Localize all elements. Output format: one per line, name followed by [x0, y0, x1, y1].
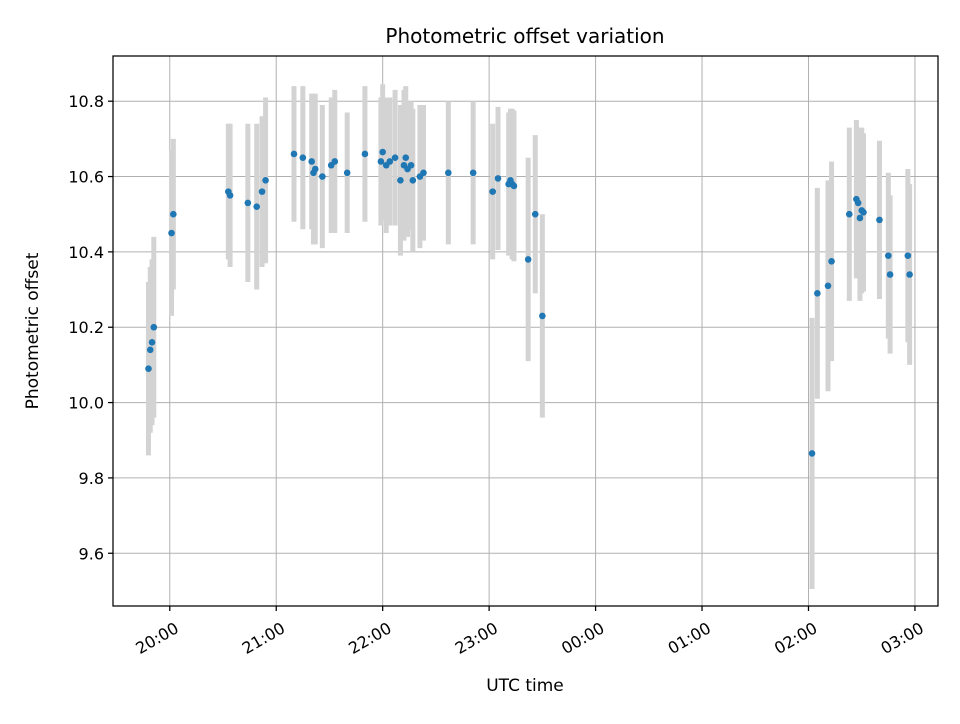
data-point — [409, 177, 417, 184]
data-point — [262, 177, 269, 184]
data-point — [886, 271, 894, 278]
plot-area-frame — [112, 55, 939, 607]
data-point — [876, 216, 883, 224]
data-point — [253, 203, 261, 210]
data-point — [885, 252, 892, 259]
data-point — [402, 154, 410, 162]
data-point — [397, 177, 404, 184]
y-axis-ticks: 9.6 9.8 10.0 10.2 10.4 10.6 10.8 — [68, 92, 113, 563]
data-point — [445, 169, 452, 177]
data-point — [510, 182, 518, 190]
y-tick-label: 10.2 — [68, 318, 104, 337]
data-point — [808, 450, 816, 457]
y-axis-label: Photometric offset — [23, 252, 43, 409]
data-point — [170, 210, 177, 218]
data-point — [331, 158, 339, 165]
data-point — [531, 210, 539, 218]
data-point — [814, 290, 821, 297]
x-axis-label: UTC time — [486, 676, 564, 696]
data-point — [308, 158, 316, 165]
data-point — [489, 188, 496, 195]
data-point — [854, 199, 862, 207]
data-point — [904, 252, 912, 259]
data-point — [168, 229, 175, 237]
data-point — [311, 165, 319, 173]
y-tick-label: 9.6 — [79, 544, 104, 563]
data-points — [145, 148, 913, 457]
data-point — [379, 148, 386, 156]
data-point — [319, 173, 326, 180]
y-tick-label: 10.6 — [68, 168, 104, 187]
data-point — [539, 312, 546, 320]
data-point — [226, 192, 234, 199]
data-point — [343, 169, 351, 177]
data-point — [524, 256, 532, 263]
data-point — [290, 150, 298, 158]
data-point — [845, 210, 853, 218]
data-point — [469, 169, 477, 177]
y-tick-label: 10.0 — [68, 394, 104, 413]
data-point — [377, 158, 385, 165]
data-point — [407, 161, 415, 169]
data-point — [361, 150, 369, 158]
data-point — [146, 346, 154, 354]
data-point — [148, 339, 156, 346]
data-point — [258, 188, 266, 195]
data-point — [906, 271, 913, 278]
data-point — [386, 158, 394, 165]
y-tick-label: 10.4 — [68, 243, 104, 262]
data-point — [856, 214, 864, 222]
data-point — [420, 169, 427, 177]
data-point — [391, 154, 399, 162]
data-point — [828, 258, 835, 265]
data-point — [150, 323, 158, 331]
data-point — [494, 175, 502, 182]
data-point — [824, 282, 832, 290]
y-tick-label: 10.8 — [68, 92, 104, 111]
data-point — [145, 365, 152, 372]
y-tick-label: 9.8 — [79, 469, 104, 488]
chart-title: Photometric offset variation — [385, 24, 664, 48]
data-point — [244, 199, 252, 207]
data-point — [299, 154, 307, 162]
data-point — [860, 209, 867, 216]
